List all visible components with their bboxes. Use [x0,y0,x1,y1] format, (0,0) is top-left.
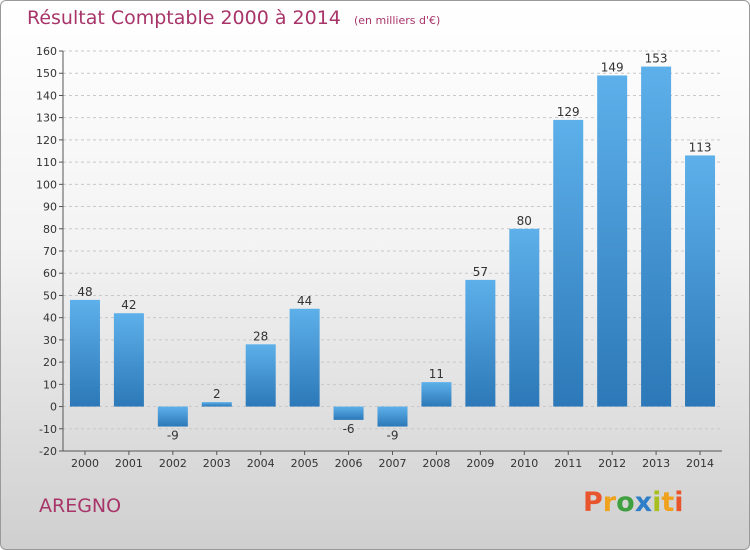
x-tick-label: 2003 [203,457,231,470]
y-tick-label: -20 [39,445,57,458]
logo-letter: t [661,487,675,518]
y-tick-label: 110 [36,156,57,169]
chart-subtitle: (en milliers d'€) [353,14,441,27]
y-tick-label: 40 [43,312,57,325]
data-label: -6 [343,422,355,436]
bar [553,119,584,407]
bar [201,402,232,407]
data-label: 11 [429,367,444,381]
proxiti-logo: Proxiti [583,487,684,518]
bar [333,406,364,420]
x-tick-label: 2011 [554,457,582,470]
data-label: -9 [167,429,179,443]
y-tick-label: 150 [36,67,57,80]
data-label: 42 [121,298,136,312]
y-tick-label: 80 [43,223,57,236]
x-tick-label: 2001 [115,457,143,470]
bar [157,406,188,427]
y-tick-label: 130 [36,112,57,125]
bar [69,299,100,407]
data-label: 149 [601,60,624,74]
logo-letter: i [652,487,662,518]
logo-letter: r [602,487,617,518]
logo-letter: P [583,487,603,518]
y-tick-label: -10 [39,423,57,436]
x-tick-label: 2000 [71,457,99,470]
data-label: 28 [253,329,268,343]
data-label: -9 [387,429,399,443]
data-label: 153 [645,52,668,66]
data-label: 80 [517,214,532,228]
y-tick-label: 10 [43,378,57,391]
y-tick-label: 50 [43,289,57,302]
data-label: 129 [557,105,580,119]
x-tick-label: 2006 [335,457,363,470]
x-tick-label: 2008 [422,457,450,470]
y-tick-label: 100 [36,178,57,191]
bar [685,155,716,407]
x-tick-label: 2014 [686,457,714,470]
bar [465,279,496,407]
y-tick-label: 90 [43,201,57,214]
y-tick-label: 0 [50,401,57,414]
logo-letter: o [616,487,635,518]
bar [245,344,276,407]
chart-header: Résultat Comptable 2000 à 2014 (en milli… [27,7,440,29]
x-tick-label: 2004 [247,457,275,470]
bar [113,313,144,407]
x-tick-label: 2005 [291,457,319,470]
data-label: 113 [689,140,712,154]
data-label: 44 [297,294,312,308]
bar [377,406,408,427]
bar [641,66,672,407]
y-tick-label: 120 [36,134,57,147]
y-tick-label: 60 [43,267,57,280]
bar [597,75,628,407]
y-tick-label: 30 [43,334,57,347]
data-label: 57 [473,265,488,279]
data-label: 2 [213,387,221,401]
data-label: 48 [77,285,92,299]
x-tick-label: 2012 [598,457,626,470]
x-tick-label: 2010 [510,457,538,470]
x-tick-label: 2002 [159,457,187,470]
bar [509,228,540,407]
x-tick-label: 2007 [379,457,407,470]
x-tick-label: 2013 [642,457,670,470]
bar [421,382,452,407]
chart-title: Résultat Comptable 2000 à 2014 [27,7,341,29]
place-name: AREGNO [39,495,122,517]
y-tick-label: 140 [36,89,57,102]
y-tick-label: 20 [43,356,57,369]
x-tick-label: 2009 [466,457,494,470]
bar [289,308,320,407]
y-tick-label: 160 [36,45,57,58]
logo-letter: x [634,487,653,518]
logo-letter: i [674,487,684,518]
y-tick-label: 70 [43,245,57,258]
